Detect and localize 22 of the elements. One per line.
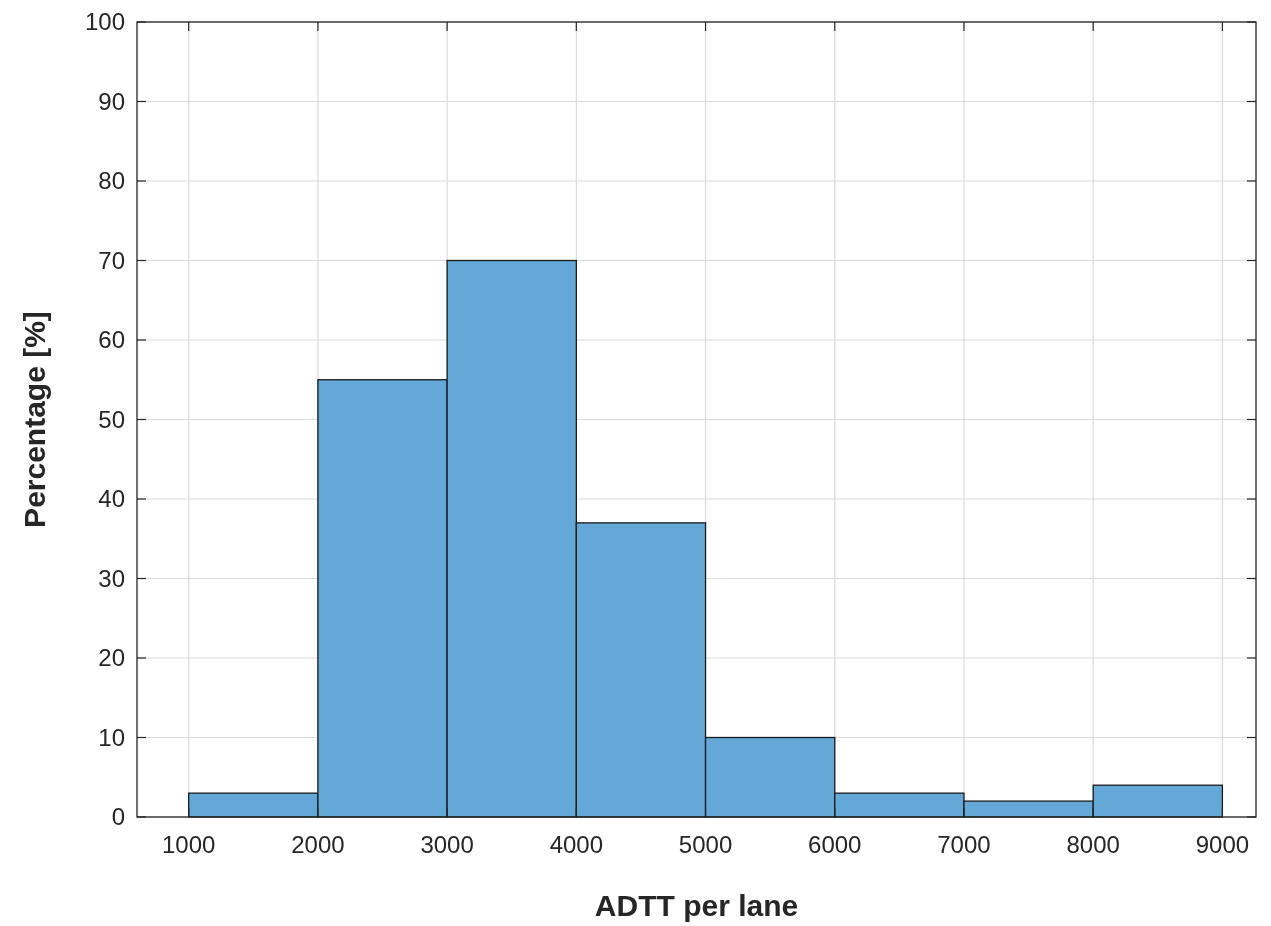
x-tick-label: 7000 [937,831,991,858]
y-tick-label: 50 [98,405,125,433]
y-axis-title: Percentage [%] [18,311,51,528]
x-tick-label: 1000 [161,831,216,858]
x-tick-label: 9000 [1195,831,1250,858]
y-tick-label: 10 [98,723,125,751]
x-tick-label: 3000 [420,831,474,858]
x-axis-title: ADTT per lane [594,889,799,922]
y-tick-label: 90 [98,87,125,115]
x-tick-label: 8000 [1066,831,1120,858]
y-tick-label: 70 [98,246,125,274]
y-tick-label: 40 [98,485,125,512]
y-tick-label: 30 [98,564,125,592]
y-tick-label: 80 [98,167,125,194]
y-tick-label: 100 [84,8,125,35]
x-tick-label: 4000 [549,831,604,858]
x-tick-label: 5000 [678,831,733,858]
x-tick-label: 2000 [291,831,345,858]
y-tick-label: 20 [98,644,125,671]
y-tick-label: 60 [98,326,125,353]
y-tick-label: 0 [111,803,125,830]
x-tick-label: 6000 [808,831,862,858]
